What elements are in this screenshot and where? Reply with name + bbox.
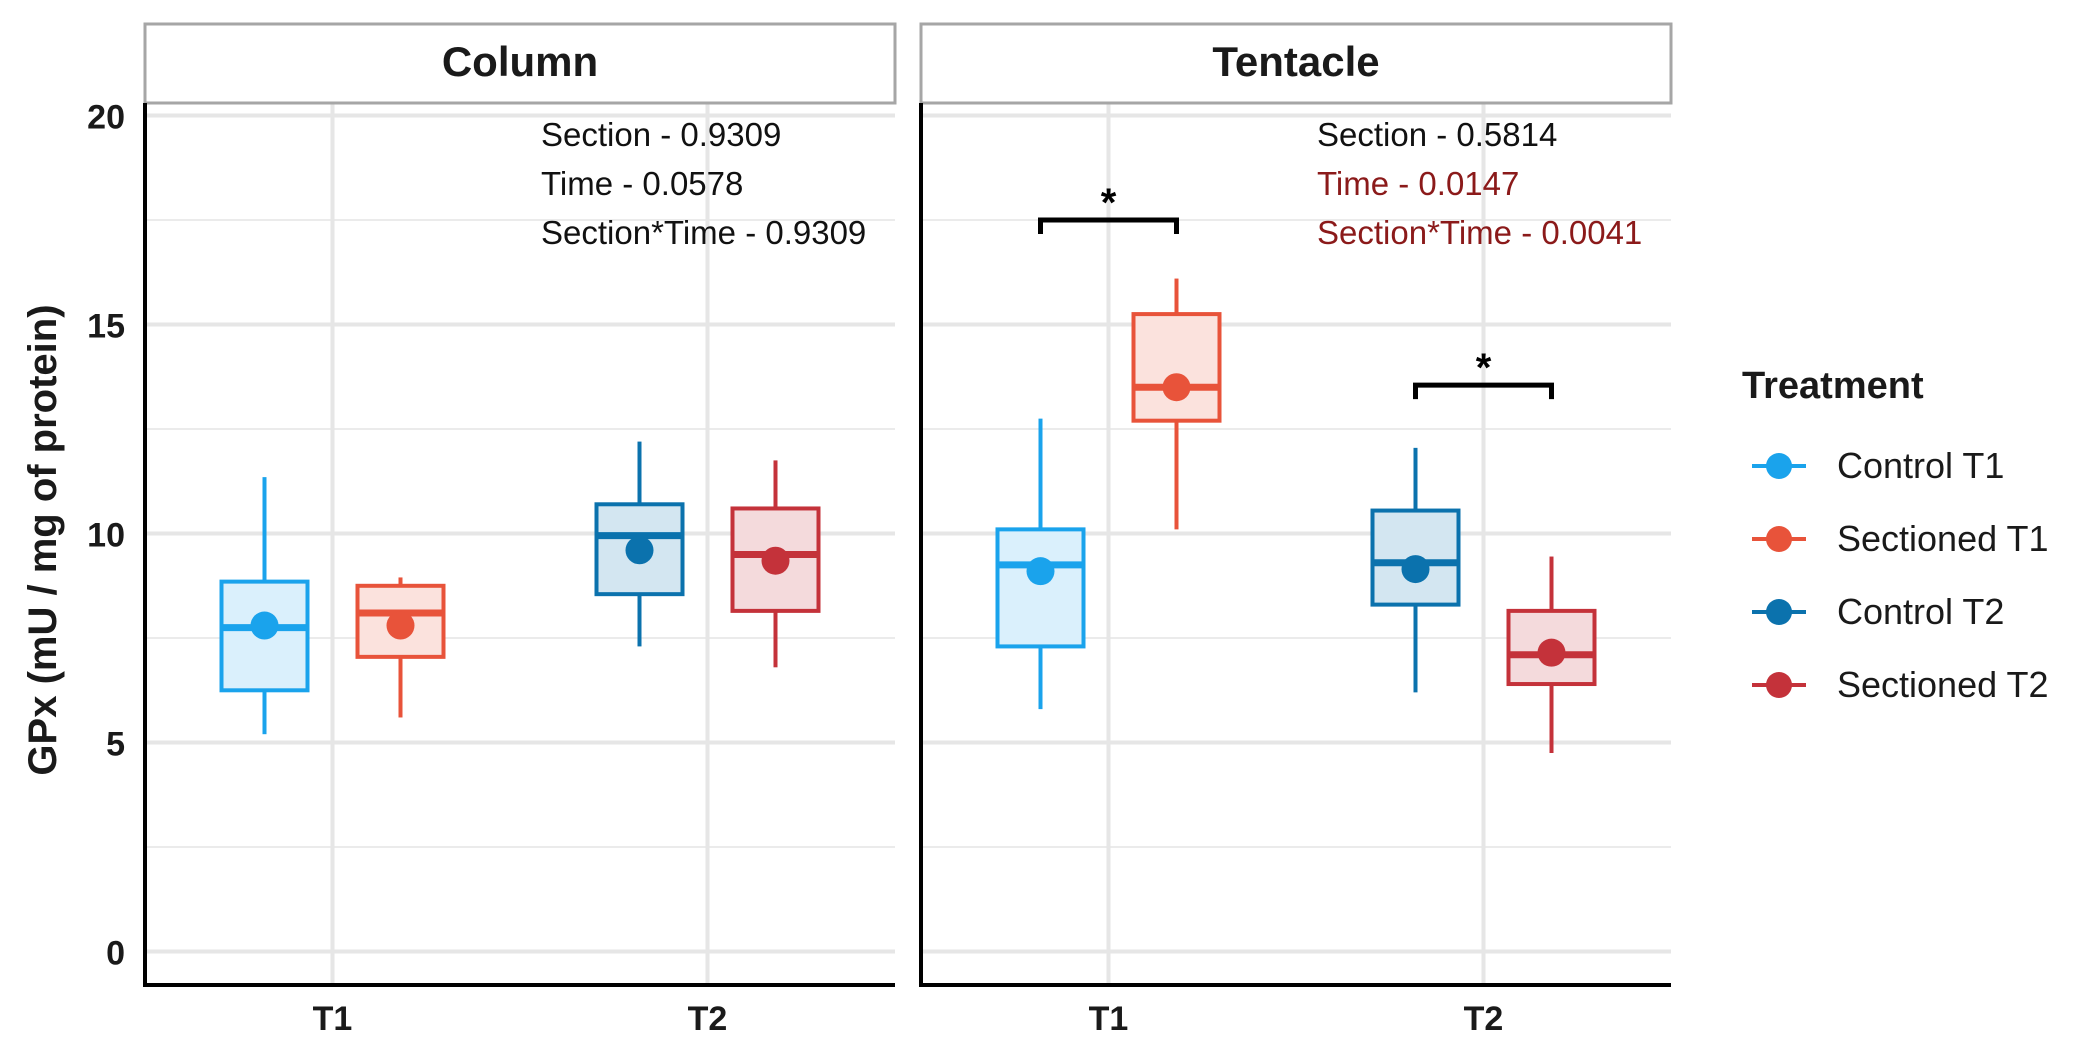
legend-key-point <box>1766 526 1792 552</box>
stat-text: Time - 0.0578 <box>541 165 743 202</box>
legend-entry: Control T1 <box>1752 445 2004 486</box>
mean-point <box>1537 638 1566 667</box>
legend: Treatment Control T1 Sectioned T1 Control T… <box>1742 365 2048 705</box>
legend-label: Sectioned T2 <box>1837 664 2048 705</box>
box-control-t2 <box>1370 447 1461 693</box>
facet-strip <box>143 22 897 105</box>
bracket-line <box>1038 217 1179 235</box>
y-tick-label: 5 <box>106 726 125 764</box>
x-tick-label: T2 <box>688 1000 728 1038</box>
significance-bracket: * <box>1413 346 1554 400</box>
mean-point <box>250 611 279 640</box>
box-body <box>1131 312 1222 423</box>
stat-text: Time - 0.0147 <box>1317 165 1519 202</box>
box-sectioned-t2 <box>730 460 821 668</box>
y-axis-label: GPx (mU / mg of protein) <box>21 304 65 775</box>
significance-label: * <box>1476 346 1492 390</box>
mean-point <box>1026 557 1055 586</box>
y-tick-label: 0 <box>106 935 125 973</box>
significance-bracket: * <box>1038 181 1179 235</box>
y-tick-label: 15 <box>87 308 125 346</box>
stat-text: Section - 0.5814 <box>1317 116 1557 153</box>
x-tick-label: T1 <box>1089 1000 1129 1038</box>
stat-text: Section - 0.9309 <box>541 116 781 153</box>
mean-point <box>386 611 415 640</box>
box-sectioned-t1 <box>1131 278 1222 530</box>
legend-key-point <box>1766 453 1792 479</box>
mean-point <box>1162 373 1191 402</box>
box-sectioned-t2 <box>1506 556 1597 754</box>
legend-entry: Sectioned T1 <box>1752 518 2048 559</box>
legend-key-point <box>1766 599 1792 625</box>
bracket-line <box>1413 382 1554 400</box>
box-body <box>995 527 1086 649</box>
x-tick-label: T2 <box>1464 1000 1504 1038</box>
facet-panels: Column 0 5 10 15 20 T1 T2 Section - 0.9309 Time -… <box>87 22 1673 1038</box>
mean-point <box>625 536 654 565</box>
box-control-t1 <box>219 477 310 735</box>
facet-title: Column <box>442 38 598 85</box>
legend-entry: Control T2 <box>1752 591 2004 632</box>
significance-label: * <box>1101 181 1117 225</box>
legend-label: Control T2 <box>1837 591 2004 632</box>
facet-strip <box>919 22 1673 105</box>
box-control-t2 <box>594 441 685 647</box>
facet-title: Tentacle <box>1212 38 1379 85</box>
legend-entry: Sectioned T2 <box>1752 664 2048 705</box>
stat-text: Section*Time - 0.0041 <box>1317 214 1642 251</box>
mean-point <box>1401 555 1430 584</box>
legend-title: Treatment <box>1742 365 1924 407</box>
legend-label: Control T1 <box>1837 445 2004 486</box>
x-tick-label: T1 <box>313 1000 353 1038</box>
y-tick-label: 10 <box>87 517 125 555</box>
y-tick-label: 20 <box>87 99 125 137</box>
stat-text: Section*Time - 0.9309 <box>541 214 866 251</box>
box-sectioned-t1 <box>355 577 446 718</box>
mean-point <box>761 546 790 575</box>
box-control-t1 <box>995 418 1086 710</box>
legend-key-point <box>1766 672 1792 698</box>
panel-column: Column 0 5 10 15 20 T1 T2 Section - 0.9309 Time -… <box>87 22 897 1038</box>
panel-tentacle: Tentacle T1 T2 Section - 0.5814 Time - 0.014… <box>919 22 1673 1038</box>
legend-label: Sectioned T1 <box>1837 518 2048 559</box>
